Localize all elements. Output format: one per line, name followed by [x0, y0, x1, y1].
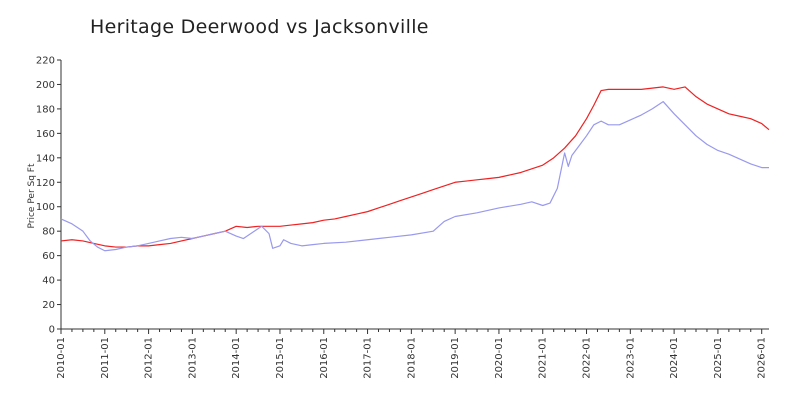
y-tick-label: 80	[42, 227, 55, 238]
x-tick-label: 2021-01	[538, 337, 549, 379]
x-tick-label: 2012-01	[144, 337, 155, 379]
y-axis: 0 20 40 60 80 100 120 140 160 180 200 220	[36, 56, 62, 336]
x-tick-label: 2018-01	[406, 337, 417, 379]
y-tick-label: 60	[42, 251, 55, 262]
y-tick-label: 20	[42, 300, 55, 311]
y-tick-label: 120	[36, 178, 55, 189]
x-tick-label: 2013-01	[187, 337, 198, 379]
x-tick-label: 2014-01	[231, 337, 242, 379]
x-tick-label: 2026-01	[757, 337, 768, 379]
y-tick-label: 160	[36, 129, 55, 140]
y-tick-label: 100	[36, 202, 55, 213]
x-tick-label: 2011-01	[100, 337, 111, 379]
y-tick-label: 0	[49, 325, 55, 336]
y-tick-label: 40	[42, 276, 55, 287]
y-axis-label: Price Per Sq Ft	[27, 163, 37, 228]
x-tick-label: 2010-01	[56, 337, 67, 379]
x-tick-label: 2017-01	[363, 337, 374, 379]
x-tick-label: 2023-01	[625, 337, 636, 379]
x-tick-label: 2022-01	[582, 337, 593, 379]
y-tick-label: 200	[36, 80, 55, 91]
x-tick-label: 2020-01	[494, 337, 505, 379]
y-tick-label: 140	[36, 153, 55, 164]
series-line-1	[60, 100, 769, 252]
x-tick-label: 2024-01	[669, 337, 680, 379]
series-layer	[60, 86, 770, 252]
series-line-0	[60, 86, 770, 248]
x-tick-label: 2015-01	[275, 337, 286, 379]
x-tick-label: 2019-01	[450, 337, 461, 379]
x-axis: 2010-01 2011-01 2012-01 2013-01 2014-01 2015-…	[56, 328, 769, 379]
y-tick-label: 180	[36, 104, 55, 115]
chart-title: Heritage Deerwood vs Jacksonville	[90, 16, 429, 38]
x-tick-label: 2025-01	[713, 337, 724, 379]
y-tick-label: 220	[36, 56, 55, 67]
x-tick-label: 2016-01	[319, 337, 330, 379]
